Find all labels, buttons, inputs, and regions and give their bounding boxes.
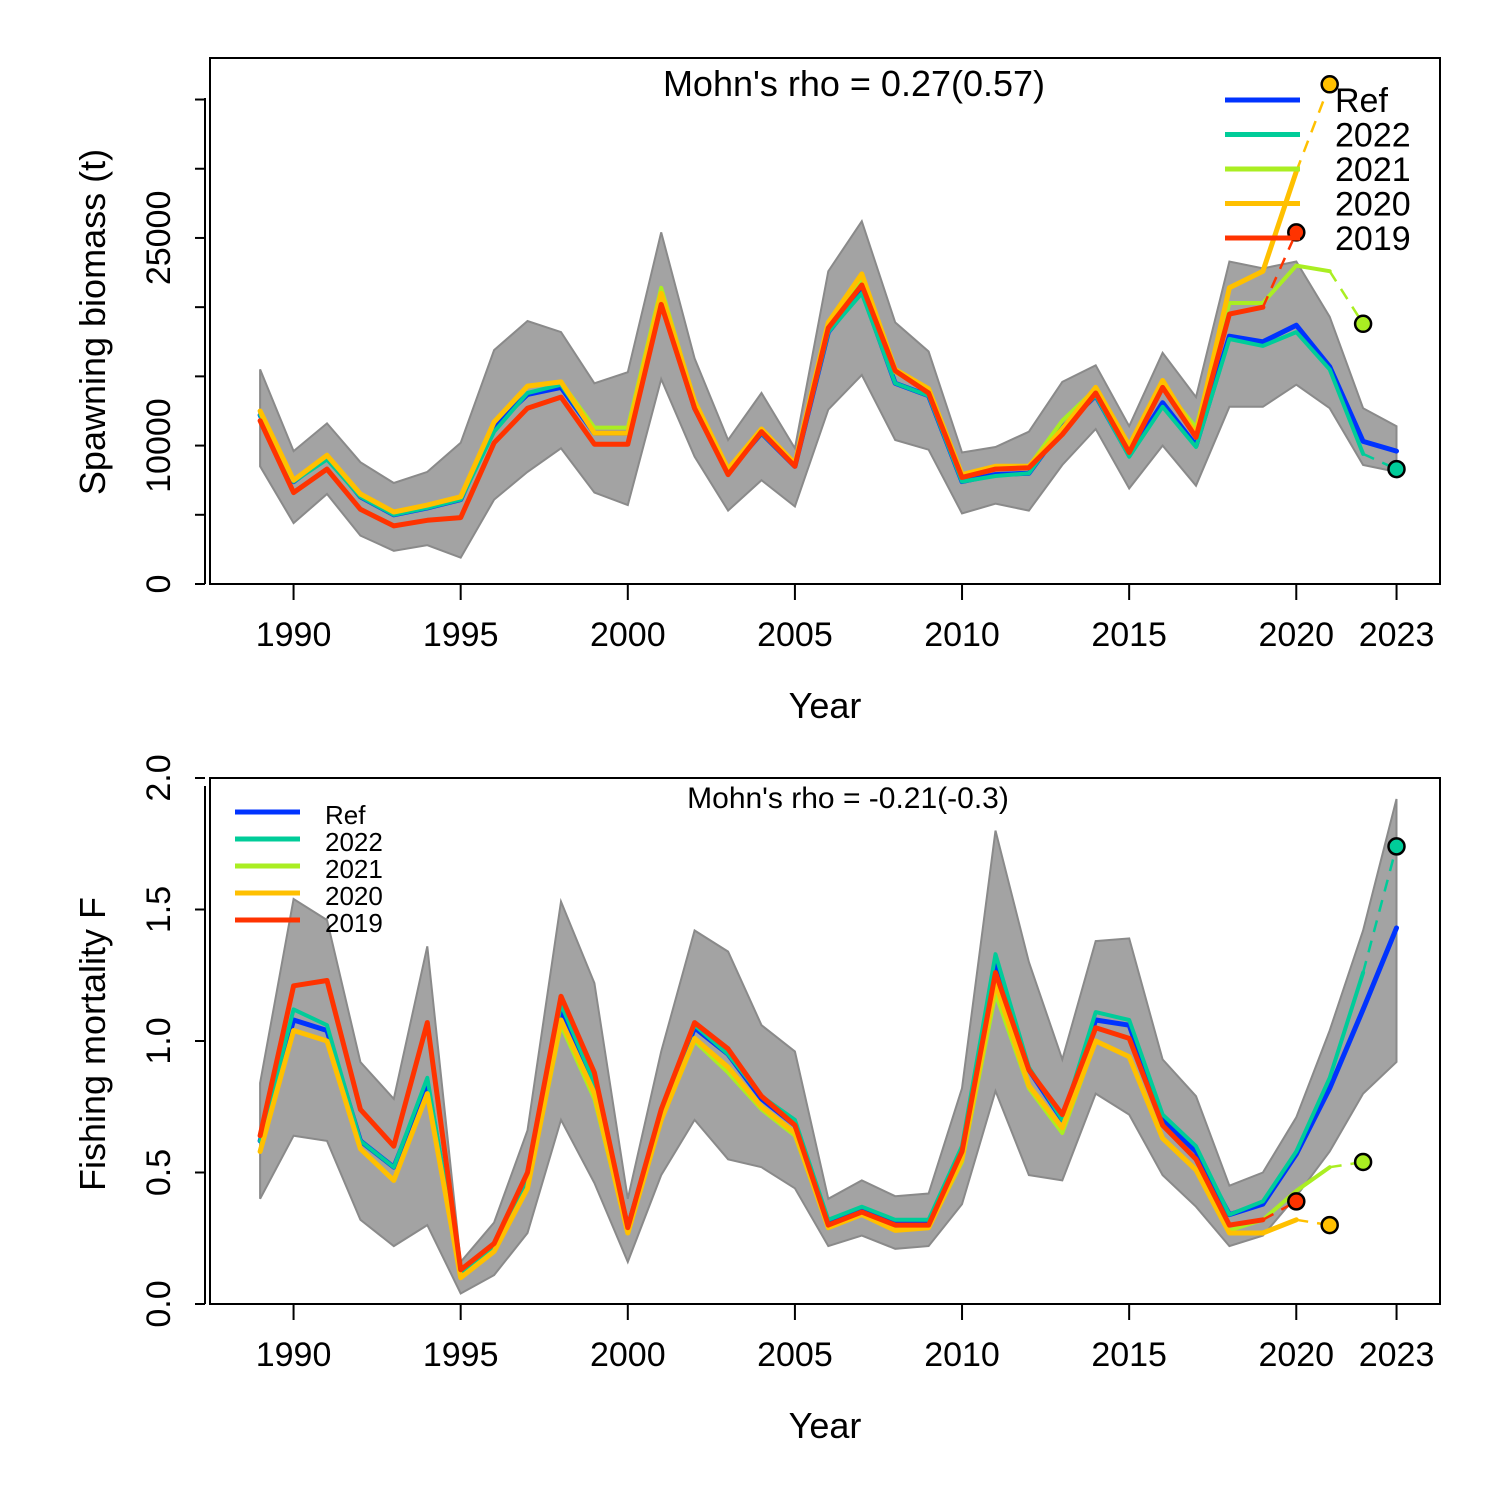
ssb-projection-dash-2021 [1328, 270, 1365, 325]
f-series-group [257, 925, 1399, 1281]
ssb-x-tick-label-2020: 2020 [1258, 616, 1334, 654]
f-mohns-rho: Mohn's rho = -0.21(-0.3) [687, 782, 1009, 815]
ssb-x-tick-label-2005: 2005 [757, 616, 833, 654]
f-legend-label-2020: 2020 [325, 881, 383, 911]
ssb-y-tick-label-2: 10000 [140, 398, 178, 493]
f-x-axis-title: Year [789, 1405, 862, 1446]
ssb-legend-label-Ref: Ref [1335, 82, 1388, 120]
f-legend-label-2022: 2022 [325, 827, 383, 857]
ssb-x-tick-label-1990: 1990 [256, 616, 332, 654]
ssb-series-line-2019 [257, 282, 1266, 529]
f-y-tick-label-4: 2.0 [140, 754, 178, 801]
ssb-x-tick-label-1995: 1995 [423, 616, 499, 654]
ssb-y-ticks: 0 10000 25000 [140, 98, 205, 594]
f-x-tick-label-2010: 2010 [924, 1336, 1000, 1374]
f-endpoint-group [1262, 837, 1406, 1235]
f-panel: 1990 1995 2000 2005 2010 2015 2020 2023 0.0 0.5 1… [72, 754, 1441, 1446]
ssb-x-tick-label-2000: 2000 [590, 616, 666, 654]
f-y-tick-label-1: 0.5 [140, 1149, 178, 1196]
f-projection-dash-2022 [1361, 846, 1398, 973]
f-x-tick-label-1995: 1995 [423, 1336, 499, 1374]
f-y-tick-label-2: 1.0 [140, 1017, 178, 1064]
f-band-area [259, 798, 1398, 1295]
f-x-tick-label-2020: 2020 [1258, 1336, 1334, 1374]
f-series-line-2020 [257, 980, 1299, 1281]
f-confidence-band [259, 798, 1398, 1295]
ssb-x-tick-label-2010: 2010 [924, 616, 1000, 654]
f-y-tick-label-3: 1.5 [140, 886, 178, 933]
ssb-projection-dash-2020 [1295, 83, 1331, 172]
ssb-endpoint-2021 [1353, 314, 1373, 334]
f-endpoint-2022 [1387, 837, 1406, 856]
ssb-y-tick-label-5: 25000 [140, 191, 178, 286]
ssb-y-axis-title: Spawning biomass (t) [72, 149, 113, 495]
ssb-x-tick-label-2015: 2015 [1091, 616, 1167, 654]
f-x-tick-label-2023: 2023 [1359, 1336, 1435, 1374]
f-endpoint-2020 [1320, 1215, 1339, 1235]
f-x-ticks: 1990 1995 2000 2005 2010 2015 2020 2023 [256, 1304, 1435, 1374]
f-x-tick-label-1990: 1990 [256, 1336, 332, 1374]
f-endpoint-2019 [1287, 1192, 1306, 1211]
f-y-ticks: 0.0 0.5 1.0 1.5 2.0 [140, 754, 205, 1328]
f-x-tick-label-2005: 2005 [757, 1336, 833, 1374]
f-x-tick-label-2000: 2000 [590, 1336, 666, 1374]
ssb-y-tick-label-0: 0 [140, 575, 178, 594]
f-x-tick-label-2015: 2015 [1091, 1336, 1167, 1374]
ssb-x-tick-label-2023: 2023 [1359, 616, 1435, 654]
ssb-endpoint-2020 [1320, 75, 1339, 94]
f-legend-label-2019: 2019 [325, 908, 383, 938]
f-y-tick-label-0: 0.0 [140, 1280, 178, 1327]
ssb-projection-dash-2019 [1261, 231, 1298, 308]
ssb-legend-label-2020: 2020 [1335, 186, 1411, 224]
ssb-legend-label-2022: 2022 [1335, 117, 1411, 155]
f-legend-label-2021: 2021 [325, 854, 383, 884]
ssb-x-ticks: 1990 1995 2000 2005 2010 2015 2020 2023 [256, 584, 1435, 654]
ssb-series-group [257, 169, 1399, 529]
f-series-line-2019 [257, 970, 1266, 1273]
f-legend-label-Ref: Ref [325, 800, 366, 830]
ssb-mohns-rho: Mohn's rho = 0.27(0.57) [663, 63, 1045, 104]
ssb-x-axis-title: Year [789, 685, 862, 726]
f-endpoint-2021 [1353, 1152, 1373, 1172]
f-y-axis-title: Fishing mortality F [72, 897, 113, 1191]
ssb-legend-label-2019: 2019 [1335, 220, 1411, 258]
ssb-endpoint-2022 [1387, 459, 1406, 479]
ssb-endpoint-group [1261, 75, 1406, 479]
ssb-legend-label-2021: 2021 [1335, 151, 1411, 189]
ssb-panel: 1990 1995 2000 2005 2010 2015 2020 2023 0 10000 2… [72, 57, 1441, 726]
